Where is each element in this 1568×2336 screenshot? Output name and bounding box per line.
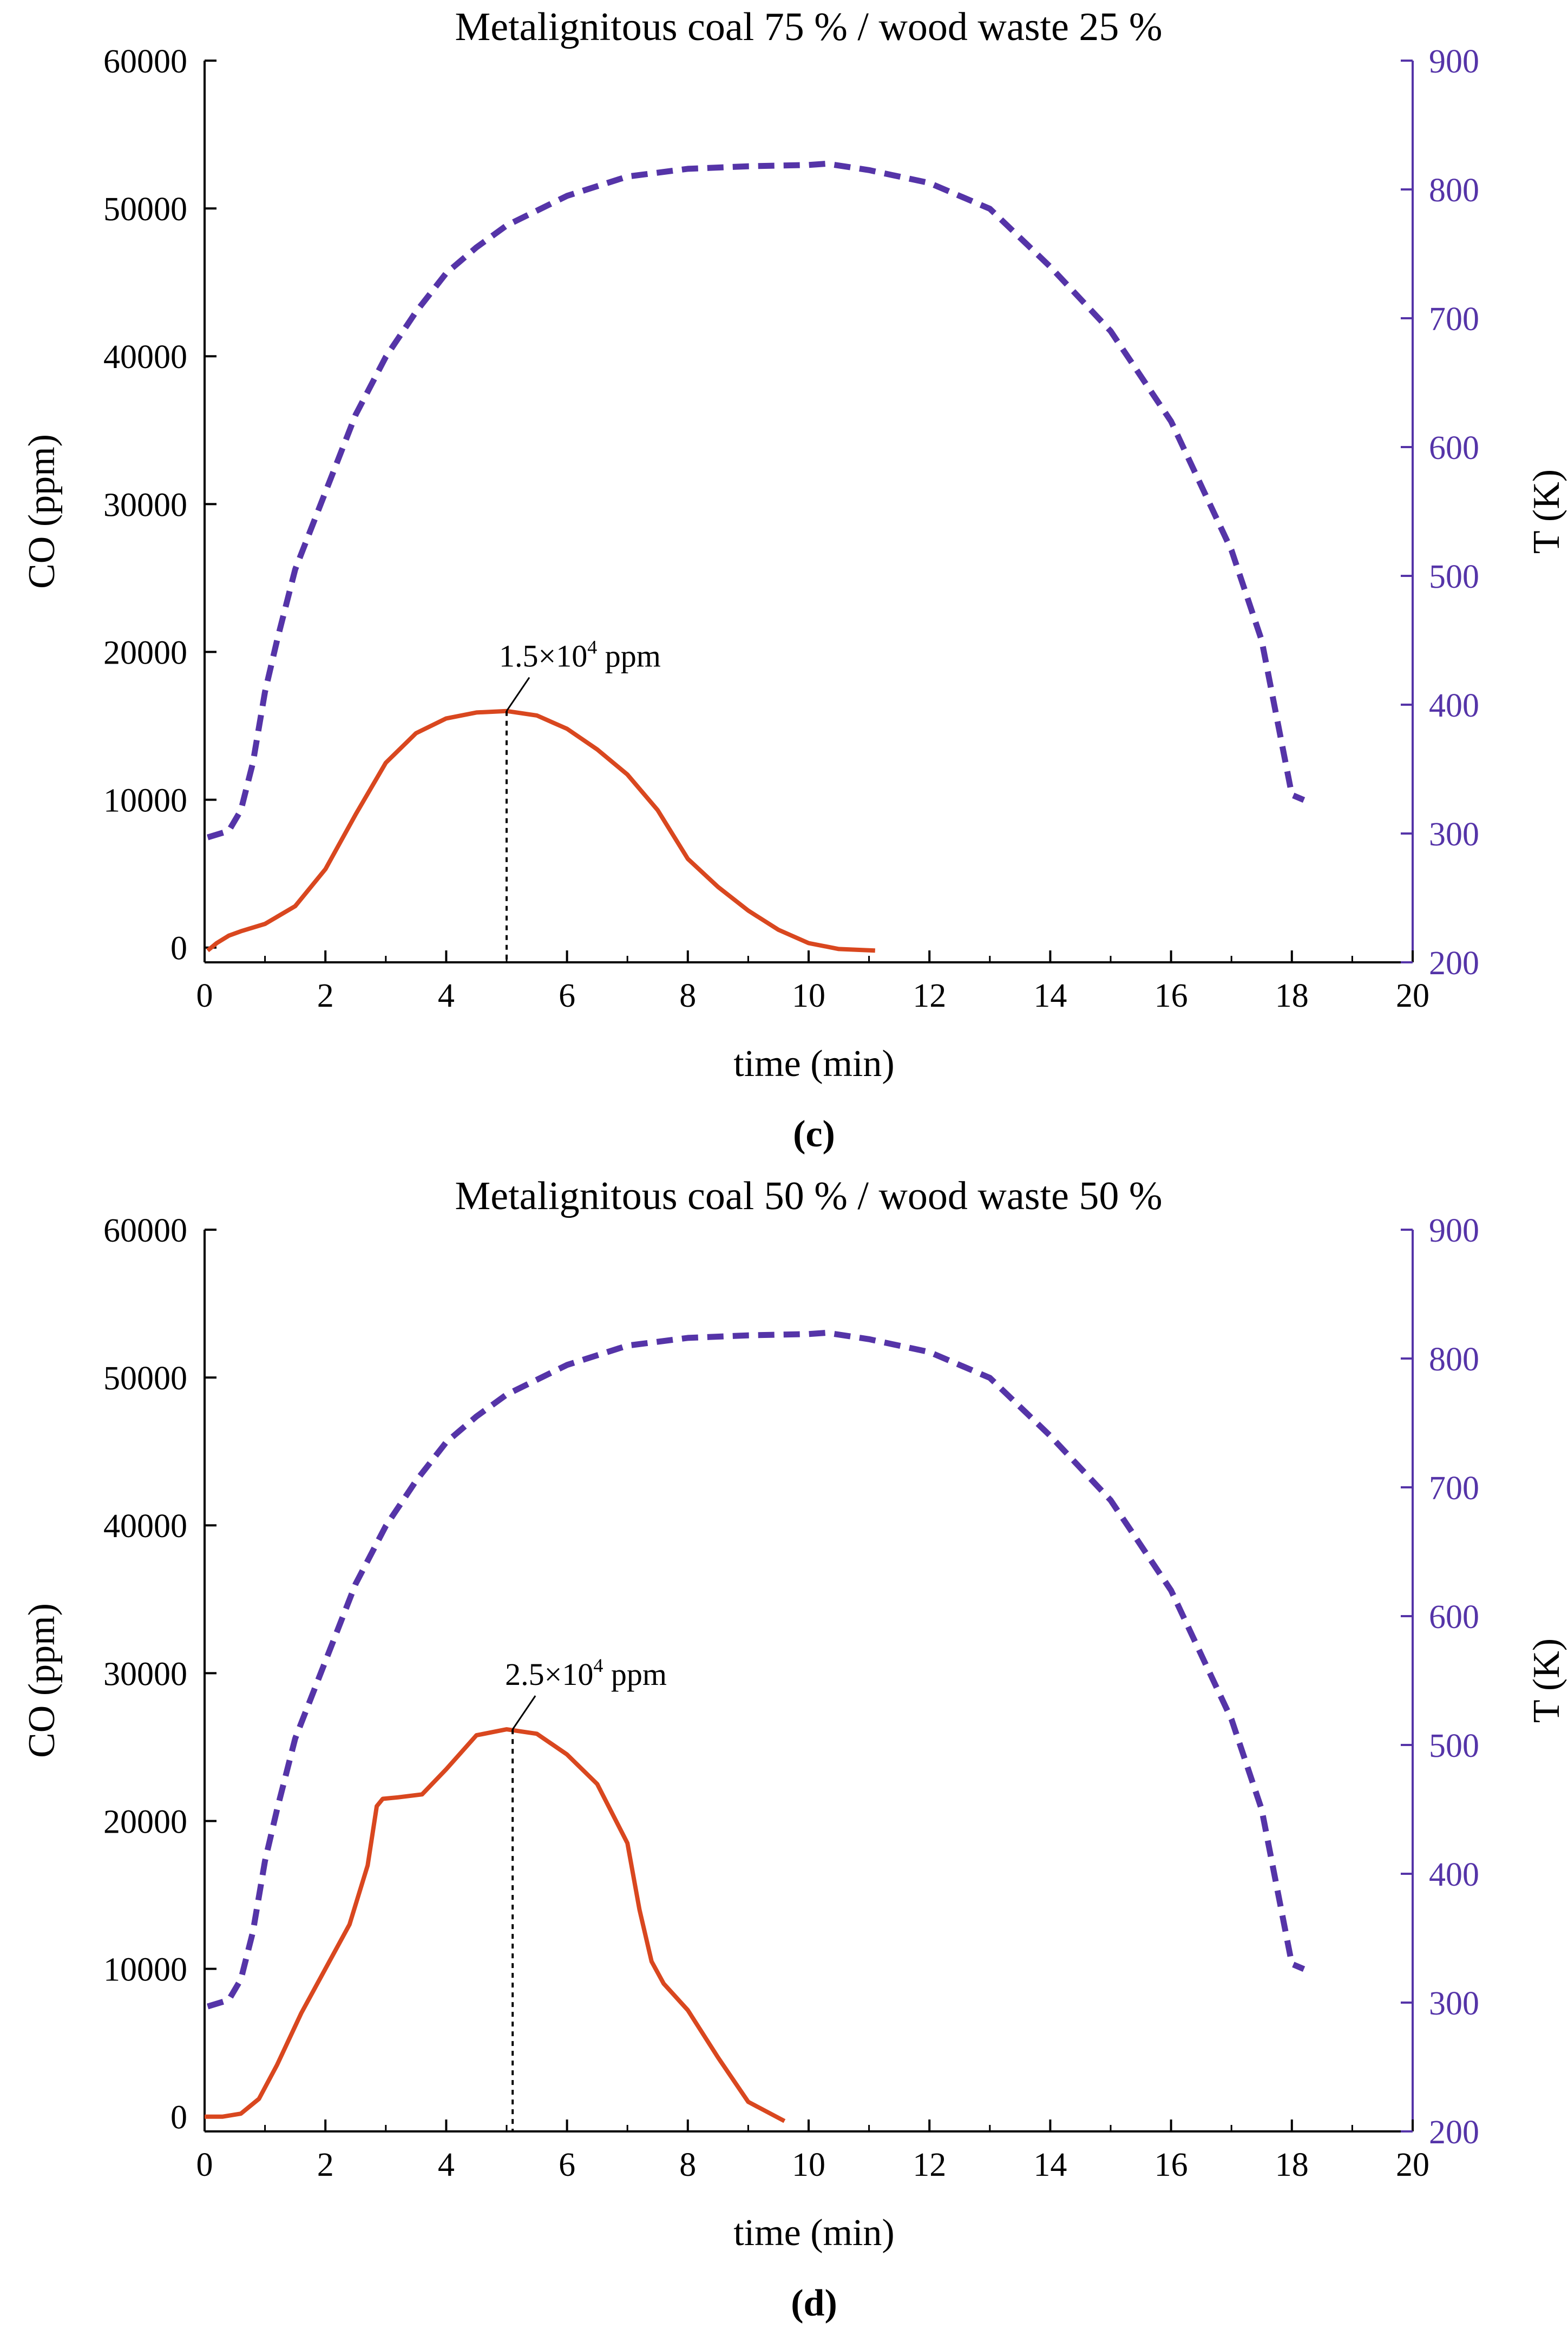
chart-panel-d: Metalignitous coal 50 % / wood waste 50 … — [21, 1174, 1567, 2324]
x-tick-label: 6 — [559, 2147, 575, 2183]
y-axis-label: CO (ppm) — [21, 1603, 63, 1758]
y-tick-label: 10000 — [103, 783, 187, 819]
y-tick-label: 60000 — [103, 1212, 187, 1249]
x-tick-label: 20 — [1396, 2147, 1429, 2183]
y-tick-label: 40000 — [103, 1508, 187, 1545]
y2-tick-label: 400 — [1429, 687, 1479, 724]
x-tick-label: 10 — [792, 2147, 825, 2183]
peak-annotation-label: 2.5×104 ppm — [505, 1655, 667, 1692]
temperature-series-line — [206, 1329, 1305, 2010]
y2-tick-label: 600 — [1429, 1599, 1479, 1636]
y2-axis-label: T (K) — [1526, 1638, 1567, 1723]
chart-panels: Metalignitous coal 75 % / wood waste 25 … — [21, 5, 1567, 2324]
x-tick-label: 14 — [1033, 977, 1067, 1014]
y-tick-label: 50000 — [103, 191, 187, 228]
y-tick-label: 10000 — [103, 1952, 187, 1989]
y2-tick-label: 400 — [1429, 1856, 1479, 1893]
y-tick-label: 0 — [170, 2099, 187, 2136]
co-series-line — [205, 1727, 786, 2123]
y2-tick-label: 500 — [1429, 1728, 1479, 1764]
x-tick-label: 4 — [438, 2147, 455, 2183]
temperature-series-line — [206, 160, 1305, 841]
y2-tick-label: 300 — [1429, 816, 1479, 853]
y2-tick-label: 700 — [1429, 1470, 1479, 1507]
y-axis-label: CO (ppm) — [21, 434, 63, 589]
chart-title: Metalignitous coal 75 % / wood waste 25 … — [455, 5, 1162, 49]
y-tick-label: 30000 — [103, 487, 187, 523]
x-tick-label: 4 — [438, 977, 455, 1014]
x-tick-label: 16 — [1154, 2147, 1188, 2183]
x-tick-label: 10 — [792, 977, 825, 1014]
x-axis-label: time (min) — [733, 2212, 894, 2254]
panel-label: (d) — [791, 2282, 837, 2324]
chart-panel-c: Metalignitous coal 75 % / wood waste 25 … — [21, 5, 1567, 1155]
y2-tick-label: 800 — [1429, 172, 1479, 209]
x-tick-label: 16 — [1154, 977, 1188, 1014]
y-tick-label: 0 — [170, 930, 187, 967]
y2-axis-label: T (K) — [1526, 469, 1567, 554]
y2-tick-label: 500 — [1429, 559, 1479, 595]
x-tick-label: 18 — [1275, 977, 1309, 1014]
y-tick-label: 40000 — [103, 339, 187, 376]
x-tick-label: 20 — [1396, 977, 1429, 1014]
panel-label: (c) — [793, 1113, 835, 1155]
x-tick-label: 8 — [679, 2147, 696, 2183]
y2-tick-label: 900 — [1429, 1212, 1479, 1249]
x-tick-label: 18 — [1275, 2147, 1309, 2183]
y-tick-label: 50000 — [103, 1360, 187, 1397]
y2-tick-label: 900 — [1429, 43, 1479, 80]
x-tick-label: 12 — [913, 977, 946, 1014]
x-tick-label: 2 — [317, 977, 334, 1014]
y2-tick-label: 600 — [1429, 430, 1479, 467]
y-tick-label: 20000 — [103, 634, 187, 671]
y2-tick-label: 200 — [1429, 945, 1479, 982]
peak-annotation-label: 1.5×104 ppm — [499, 637, 661, 674]
annotation-leader-line — [511, 1695, 536, 1730]
x-tick-label: 2 — [317, 2147, 334, 2183]
y-tick-label: 60000 — [103, 43, 187, 80]
x-tick-label: 0 — [196, 977, 213, 1014]
x-tick-label: 0 — [196, 2147, 213, 2183]
y2-tick-label: 200 — [1429, 2114, 1479, 2151]
x-tick-label: 14 — [1033, 2147, 1067, 2183]
y2-tick-label: 700 — [1429, 301, 1479, 338]
x-tick-label: 8 — [679, 977, 696, 1014]
y2-tick-label: 800 — [1429, 1341, 1479, 1378]
y-tick-label: 20000 — [103, 1803, 187, 1840]
x-axis-label: time (min) — [733, 1043, 894, 1085]
y2-tick-label: 300 — [1429, 1985, 1479, 2022]
x-tick-label: 6 — [559, 977, 575, 1014]
x-tick-label: 12 — [913, 2147, 946, 2183]
chart-title: Metalignitous coal 50 % / wood waste 50 … — [455, 1174, 1162, 1218]
y-tick-label: 30000 — [103, 1656, 187, 1692]
annotation-leader-line — [506, 677, 530, 712]
